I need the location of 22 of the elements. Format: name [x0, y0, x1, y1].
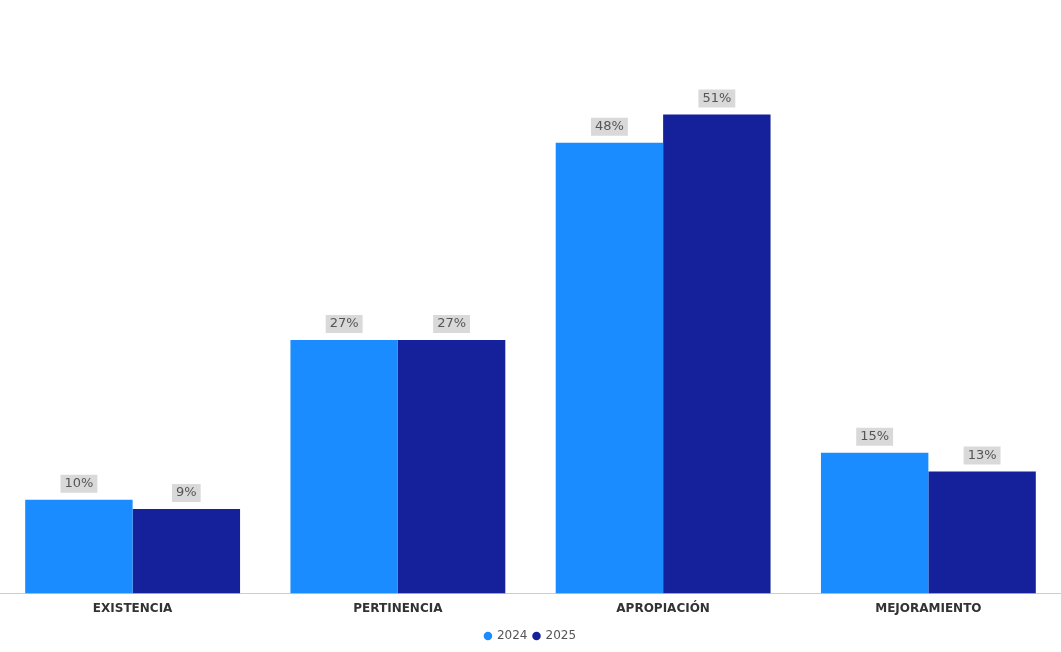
data-label: 27% — [437, 315, 467, 331]
bar — [820, 452, 929, 594]
bar — [25, 499, 133, 594]
x-tick-label: PERTINENCIA — [353, 600, 444, 615]
bar — [928, 471, 1036, 594]
data-label: 48% — [594, 118, 624, 134]
bar — [555, 142, 664, 594]
data-label: 27% — [329, 315, 359, 331]
data-label: 10% — [64, 475, 94, 491]
data-label: 9% — [176, 484, 197, 500]
bar — [132, 509, 241, 594]
x-tick-label: MEJORAMIENTO — [875, 600, 982, 615]
data-label: 51% — [702, 89, 732, 105]
data-label: 13% — [967, 446, 997, 462]
bar — [397, 339, 506, 594]
bar — [290, 339, 398, 594]
x-tick-label: APROPIACIÓN — [616, 599, 710, 615]
x-tick-label: EXISTENCIA — [92, 600, 174, 615]
bar — [663, 114, 771, 594]
legend-label: 2024 — [496, 628, 528, 643]
data-label: 15% — [860, 428, 890, 444]
legend-label: 2025 — [545, 628, 577, 643]
